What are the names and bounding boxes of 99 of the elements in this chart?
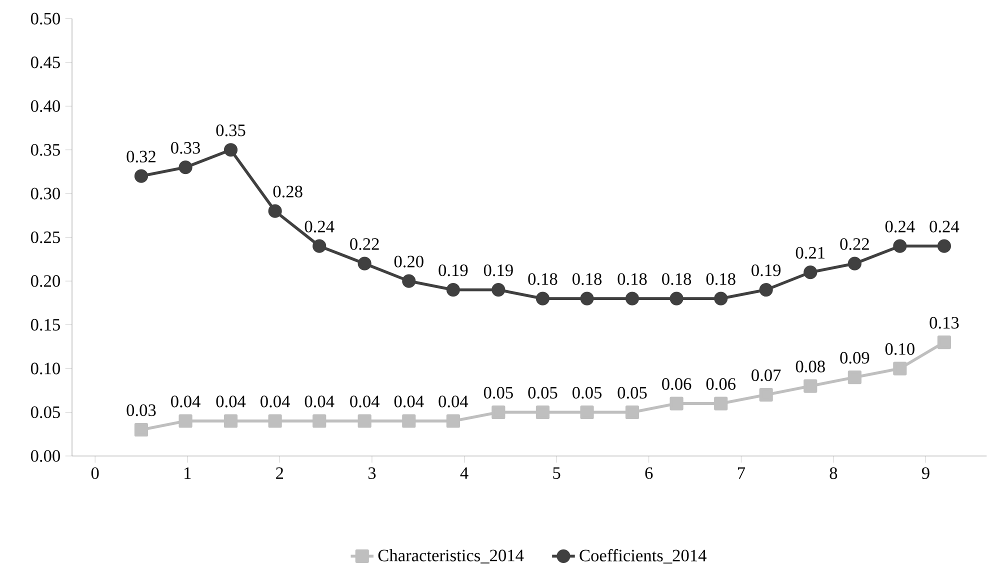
- data-label: 0.13: [930, 317, 959, 329]
- point: [759, 283, 773, 297]
- legend-label: Coefficients_2014: [580, 549, 706, 564]
- point: [580, 292, 594, 306]
- data-label: 0.04: [394, 396, 424, 408]
- point: [536, 406, 550, 420]
- y-tick-label: 0.05: [30, 406, 60, 418]
- data-label: 0.19: [484, 264, 513, 276]
- data-label: 0.06: [706, 378, 736, 390]
- point: [848, 370, 862, 384]
- data-label: 0.06: [662, 378, 692, 390]
- point: [804, 379, 818, 394]
- data-label: 0.04: [350, 396, 380, 408]
- y-tick-label: 0.45: [30, 56, 60, 68]
- point: [580, 406, 594, 420]
- data-label: 0.05: [618, 387, 647, 399]
- x-tick-label: 9: [922, 468, 930, 480]
- point: [536, 292, 550, 306]
- data-label: 0.05: [528, 387, 558, 399]
- data-label: 0.21: [796, 247, 825, 259]
- y-tick-label: 0.40: [30, 100, 60, 112]
- point: [937, 239, 952, 254]
- data-label: 0.18: [572, 273, 602, 286]
- data-label: 0.09: [840, 352, 870, 364]
- data-label: 0.04: [260, 396, 290, 408]
- x-tick-label: 8: [830, 468, 838, 480]
- point: [224, 414, 238, 428]
- legend-label: Characteristics_2014: [378, 549, 524, 564]
- data-label: 0.04: [438, 396, 468, 408]
- point: [178, 160, 192, 174]
- point: [492, 406, 506, 420]
- data-label: 0.28: [273, 186, 302, 198]
- point: [402, 274, 416, 288]
- data-label: 0.24: [304, 220, 334, 233]
- point: [670, 396, 684, 411]
- point: [402, 414, 416, 428]
- data-label: 0.35: [216, 124, 246, 136]
- data-label: 0.18: [618, 273, 647, 286]
- data-label: 0.04: [171, 396, 200, 408]
- x-tick-label: 4: [460, 468, 468, 479]
- point: [492, 283, 506, 297]
- data-label: 0.05: [572, 387, 602, 399]
- point: [312, 414, 326, 428]
- data-label: 0.24: [885, 220, 915, 233]
- x-tick-label: 1: [184, 468, 191, 480]
- y-tick-label: 0.00: [30, 450, 60, 462]
- y-tick-label: 0.10: [30, 362, 60, 375]
- data-label: 0.22: [350, 238, 379, 250]
- point: [893, 362, 907, 376]
- y-tick-label: 0.50: [30, 12, 60, 25]
- data-label: 0.05: [484, 387, 513, 399]
- point: [446, 283, 460, 297]
- data-label: 0.20: [394, 256, 424, 268]
- point: [848, 256, 862, 271]
- data-label: 0.22: [840, 238, 869, 250]
- point: [358, 256, 372, 271]
- data-label: 0.07: [752, 370, 781, 382]
- point: [268, 414, 282, 428]
- data-label: 0.04: [304, 396, 334, 408]
- data-label: 0.04: [216, 396, 246, 408]
- x-tick-label: 7: [738, 468, 746, 479]
- point: [804, 266, 818, 280]
- point: [625, 292, 640, 306]
- point: [446, 414, 460, 428]
- data-label: 0.18: [528, 273, 558, 286]
- x-tick-label: 6: [645, 468, 653, 480]
- y-tick-label: 0.35: [30, 144, 60, 156]
- point: [759, 388, 773, 402]
- data-label: 0.32: [126, 150, 156, 163]
- data-label: 0.24: [930, 220, 960, 233]
- x-tick-label: 3: [368, 468, 376, 480]
- point: [937, 336, 952, 350]
- y-tick-label: 0.20: [30, 275, 60, 288]
- data-label: 0.33: [171, 142, 200, 154]
- point: [625, 406, 640, 420]
- point: [224, 143, 238, 157]
- point: [714, 396, 728, 411]
- point: [670, 292, 684, 306]
- x-tick-label: 2: [276, 468, 284, 480]
- y-tick-label: 0.30: [30, 188, 60, 200]
- point: [312, 239, 326, 254]
- data-label: 0.19: [752, 264, 781, 276]
- data-label: 0.03: [126, 404, 156, 416]
- data-label: 0.08: [796, 360, 825, 373]
- data-label: 0.18: [662, 273, 692, 286]
- point: [893, 239, 907, 254]
- point: [134, 170, 148, 184]
- point: [714, 292, 728, 306]
- x-tick-label: 0: [91, 468, 99, 480]
- point: [358, 414, 372, 428]
- data-label: 0.10: [885, 343, 914, 356]
- data-label: 0.18: [706, 273, 736, 286]
- y-tick-label: 0.25: [30, 232, 60, 244]
- point: [134, 423, 148, 437]
- x-tick-label: 5: [553, 468, 560, 480]
- y-tick-label: 0.15: [30, 319, 60, 331]
- data-label: 0.19: [438, 264, 468, 276]
- point: [178, 414, 192, 428]
- point: [268, 204, 282, 218]
